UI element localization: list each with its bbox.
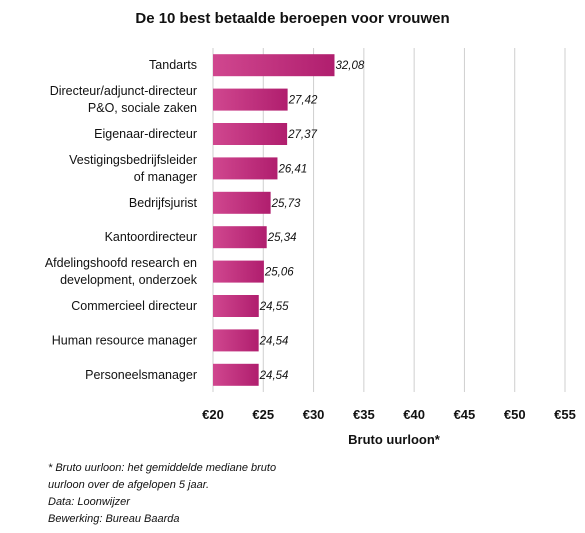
x-tick-label: €50 <box>504 407 526 422</box>
data-label: 24,54 <box>259 335 289 347</box>
data-label: 32,08 <box>335 60 364 72</box>
category-label: Commercieel directeur <box>71 299 197 313</box>
x-tick-label: €20 <box>202 407 224 422</box>
category-label: Directeur/adjunct-directeur P&O, sociale … <box>50 84 197 115</box>
category-label: Tandarts <box>149 58 197 72</box>
bar <box>213 157 278 180</box>
x-tick-label: €40 <box>403 407 425 422</box>
data-label: 24,55 <box>259 301 289 313</box>
data-label: 26,41 <box>277 163 307 175</box>
category-label: Personeelsmanager <box>85 368 197 382</box>
data-label: 24,54 <box>259 370 289 382</box>
category-label: Bedrijfsjurist <box>129 196 198 210</box>
data-label: 27,37 <box>287 129 317 141</box>
x-tick-label: €45 <box>454 407 476 422</box>
note-line: uurloon over de afgelopen 5 jaar. <box>48 479 210 491</box>
x-tick-label: €35 <box>353 407 375 422</box>
data-label: 25,06 <box>264 267 294 279</box>
bar <box>213 363 259 386</box>
bar <box>213 54 335 77</box>
x-tick-label: €30 <box>303 407 325 422</box>
bar <box>213 295 259 317</box>
category-label: Vestigingsbedrijfsleider of manager <box>69 153 197 184</box>
x-tick-label: €55 <box>554 407 576 422</box>
category-label: Human resource manager <box>52 333 197 347</box>
x-tick-label: €25 <box>252 407 274 422</box>
note-line: * Bruto uurloon: het gemiddelde mediane … <box>48 462 277 474</box>
category-label: Eigenaar-directeur <box>94 127 197 141</box>
note-line: Data: Loonwijzer <box>48 496 130 508</box>
note-line: Bewerking: Bureau Baarda <box>48 513 180 525</box>
bar <box>213 191 271 214</box>
bar <box>213 123 288 145</box>
bar <box>213 88 288 111</box>
category-label: Kantoordirecteur <box>105 230 197 244</box>
chart-title: De 10 best betaalde beroepen voor vrouwe… <box>135 10 450 27</box>
bar <box>213 329 259 352</box>
chart-notes: * Bruto uurloon: het gemiddelde mediane … <box>48 460 276 528</box>
data-label: 27,42 <box>288 95 318 107</box>
data-label: 25,73 <box>271 198 301 210</box>
bar <box>213 226 267 249</box>
data-label: 25,34 <box>267 232 297 244</box>
bar <box>213 260 264 283</box>
category-label: Afdelingshoofd research en development, o… <box>45 256 198 287</box>
x-axis-title: Bruto uurloon* <box>348 432 441 447</box>
